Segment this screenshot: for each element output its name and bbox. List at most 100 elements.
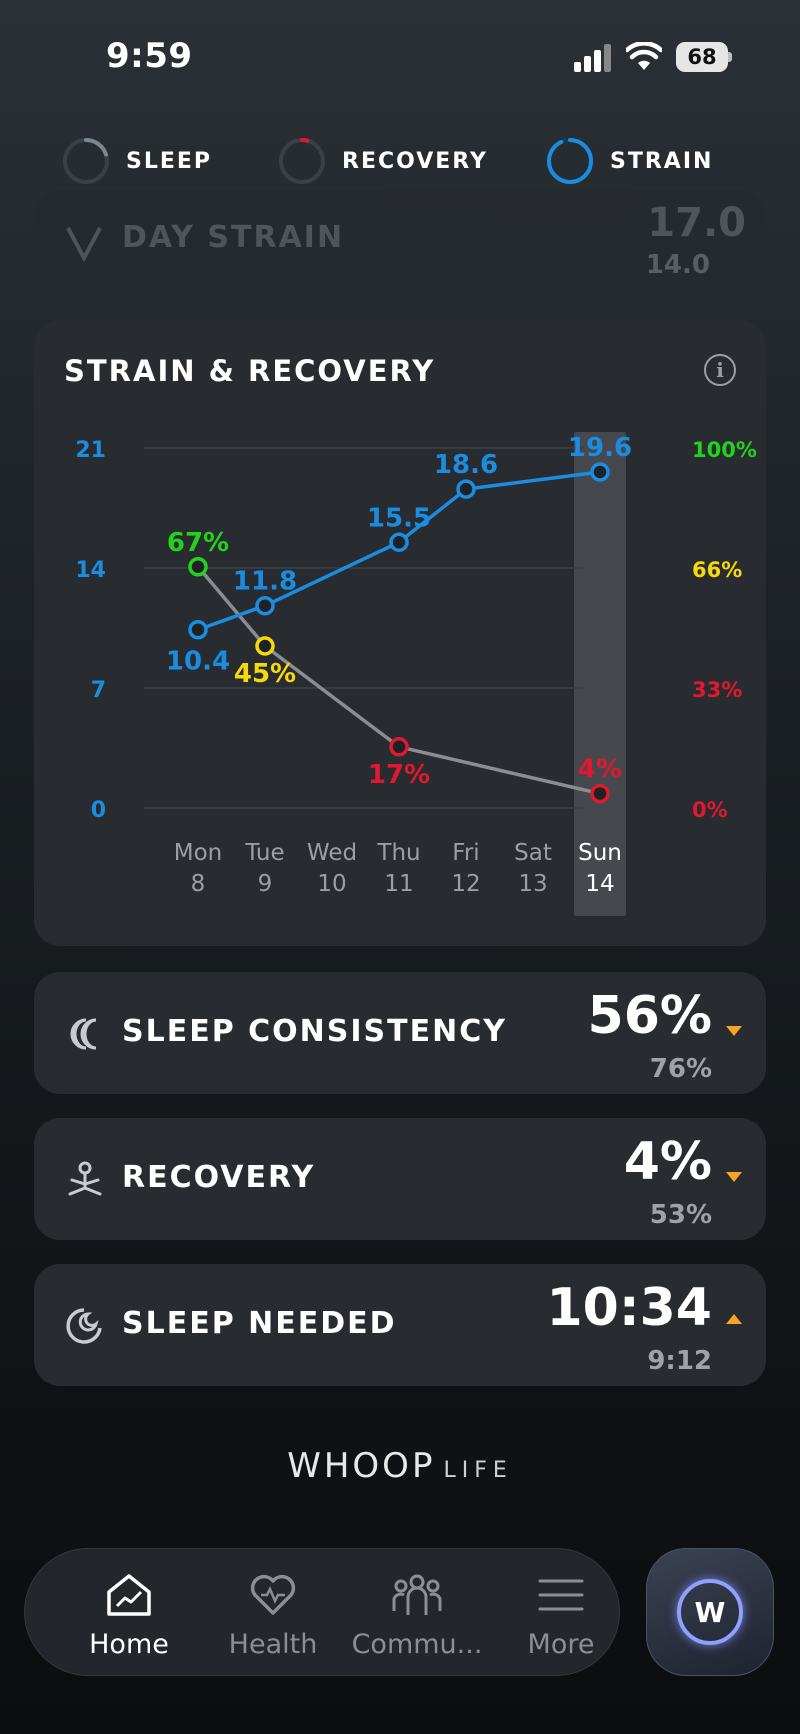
cellular-signal-icon [574, 44, 612, 72]
recovery-line [196, 565, 601, 796]
strain-data-label: 18.6 [434, 450, 498, 480]
strain-data-label: 11.8 [233, 567, 297, 597]
sleep-consistency-value: 56% [587, 986, 712, 1046]
recovery-card[interactable]: RECOVERY 4% 53% [34, 1118, 766, 1240]
strain-recovery-card[interactable]: STRAIN & RECOVERY i 21 100% 14 66% 7 33% 0 0% Mo… [34, 320, 766, 946]
recovery-value: 4% [623, 1132, 712, 1192]
right-axis-tick: 33% [692, 678, 742, 702]
recovery-icon [68, 1161, 102, 1196]
whoop-life-logo: WHOOP LIFE [0, 1446, 800, 1486]
right-axis-tick: 66% [692, 558, 742, 582]
strain-point [389, 532, 409, 553]
status-bar: 9:59 68 [0, 0, 800, 110]
x-axis-day-label: Mon [174, 840, 223, 866]
brand-main: WHOOP [287, 1446, 436, 1486]
right-axis-tick: 100% [692, 438, 757, 462]
strain-point [456, 479, 476, 499]
top-tabs: SLEEP RECOVERY STRAIN [0, 130, 800, 192]
sleep-needed-baseline: 9:12 [647, 1346, 712, 1376]
chart-title: STRAIN & RECOVERY [64, 354, 436, 388]
nav-home-label: Home [89, 1629, 169, 1660]
x-axis-date-label: 14 [585, 871, 614, 897]
strain-point [188, 619, 208, 640]
heart-icon [203, 1569, 343, 1621]
left-axis-tick: 0 [91, 798, 106, 823]
sleep-consistency-icon [70, 1018, 97, 1050]
recovery-data-label: 17% [368, 760, 430, 790]
x-axis-day-label: Wed [307, 840, 357, 866]
strain-recovery-chart: 21 100% 14 66% 7 33% 0 0% Mon 8 Tue 9 Wed 10 Thu 11 Fri 1… [75, 432, 757, 916]
recovery-data-label: 67% [167, 528, 229, 558]
status-time: 9:59 [106, 36, 193, 76]
tab-sleep[interactable]: SLEEP [62, 136, 212, 186]
strain-icon [66, 227, 102, 262]
recovery-data-label: 45% [234, 659, 296, 689]
tab-strain[interactable]: STRAIN [546, 136, 713, 186]
left-axis-tick: 21 [75, 438, 106, 463]
sleep-consistency-baseline: 76% [649, 1054, 712, 1084]
trend-up-icon [726, 1314, 742, 1324]
highlight-column [574, 432, 626, 916]
day-strain-card[interactable]: DAY STRAIN 17.0 14.0 [34, 190, 766, 296]
strain-data-label: 15.5 [367, 503, 431, 533]
bottom-nav: Home Health Commu... [24, 1548, 620, 1676]
x-axis-date-label: 9 [258, 871, 273, 897]
strain-point [255, 595, 275, 616]
day-strain-baseline: 14.0 [645, 250, 710, 280]
battery-icon: 68 [676, 42, 732, 72]
wifi-icon [626, 42, 662, 70]
tab-sleep-label: SLEEP [126, 148, 213, 174]
nav-home[interactable]: Home [59, 1569, 199, 1660]
x-axis-date-label: 10 [317, 871, 346, 897]
left-axis-tick: 14 [75, 558, 106, 583]
whoop-logo-icon: W [677, 1579, 743, 1645]
tab-recovery[interactable]: RECOVERY [278, 136, 488, 186]
brand-suffix: LIFE [443, 1458, 513, 1483]
community-icon [347, 1569, 487, 1621]
nav-community[interactable]: Commu... [347, 1569, 487, 1660]
x-axis-day-label: Sun [578, 840, 622, 866]
tab-recovery-label: RECOVERY [342, 148, 488, 174]
nav-more-label: More [527, 1629, 595, 1660]
strain-point [590, 462, 610, 482]
sleep-consistency-card[interactable]: SLEEP CONSISTENCY 56% 76% [34, 972, 766, 1094]
sleep-needed-icon [66, 1308, 102, 1344]
x-axis-date-label: 11 [384, 871, 413, 897]
nav-health[interactable]: Health [203, 1569, 343, 1660]
right-axis-tick: 0% [692, 798, 728, 822]
left-axis-tick: 7 [91, 678, 106, 703]
x-axis-day-label: Sat [514, 840, 552, 866]
sleep-needed-value: 10:34 [546, 1278, 712, 1338]
recovery-point [590, 783, 610, 804]
sleep-needed-card[interactable]: SLEEP NEEDED 10:34 9:12 [34, 1264, 766, 1386]
recovery-baseline: 53% [649, 1200, 712, 1230]
x-axis-date-label: 12 [451, 871, 480, 897]
nav-more[interactable]: More [491, 1569, 631, 1660]
trend-down-icon [726, 1172, 742, 1182]
nav-community-label: Commu... [351, 1629, 483, 1660]
recovery-point [389, 737, 409, 757]
recovery-point [255, 636, 275, 656]
recovery-label: RECOVERY [122, 1160, 316, 1195]
home-icon [59, 1569, 199, 1621]
recovery-data-label: 4% [578, 755, 622, 785]
sleep-needed-label: SLEEP NEEDED [122, 1306, 397, 1341]
menu-icon [491, 1569, 631, 1621]
whoop-button[interactable]: W [646, 1548, 774, 1676]
battery-level: 68 [676, 42, 728, 72]
day-strain-value: 17.0 [647, 200, 746, 246]
strain-ring-icon [547, 138, 593, 184]
recovery-ring-icon [279, 138, 325, 184]
x-axis-day-label: Fri [452, 840, 479, 866]
recovery-point [188, 557, 208, 577]
info-icon[interactable]: i [704, 354, 736, 386]
day-strain-title: DAY STRAIN [122, 220, 345, 255]
nav-health-label: Health [228, 1629, 318, 1660]
sleep-consistency-label: SLEEP CONSISTENCY [122, 1014, 507, 1049]
trend-down-icon [726, 1026, 742, 1036]
strain-data-label: 19.6 [568, 433, 632, 463]
tab-strain-label: STRAIN [610, 148, 714, 174]
x-axis-date-label: 8 [191, 871, 206, 897]
x-axis-day-label: Tue [244, 840, 284, 866]
sleep-ring-icon [63, 138, 109, 184]
